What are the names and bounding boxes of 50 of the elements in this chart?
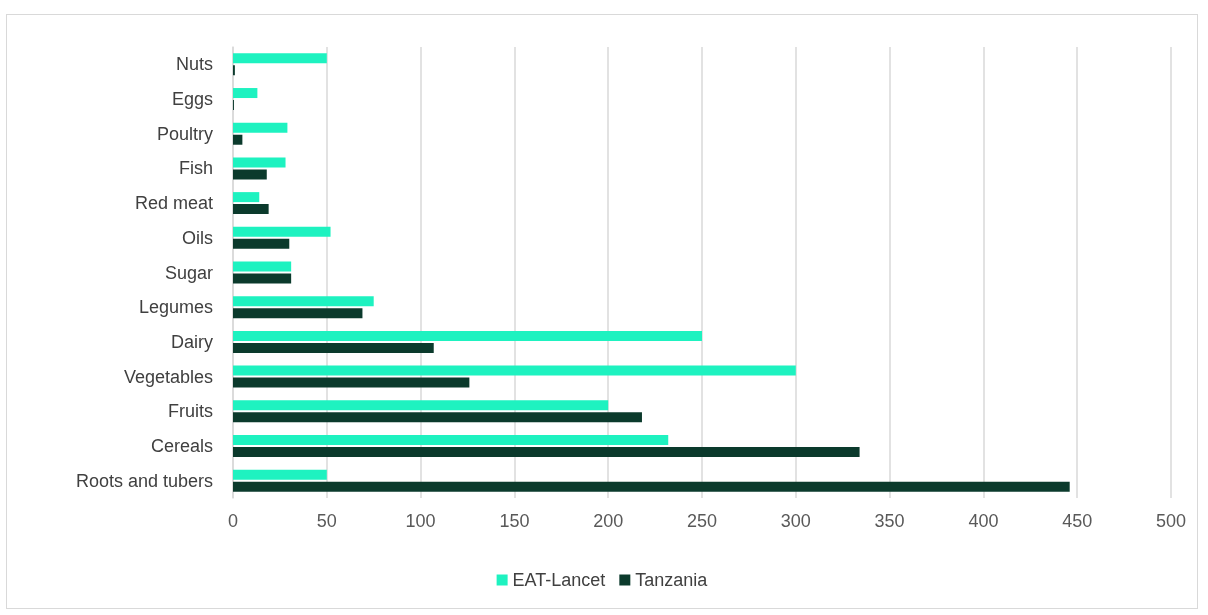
- y-tick-label: Eggs: [171, 89, 213, 110]
- y-tick-label: Legumes: [138, 297, 213, 318]
- bar: [233, 400, 609, 411]
- y-tick-label: Nuts: [175, 54, 213, 75]
- bar: [233, 365, 796, 376]
- bar: [233, 261, 292, 272]
- bar: [233, 53, 327, 64]
- bar: [233, 204, 269, 215]
- y-tick-label: Oils: [182, 227, 213, 248]
- legend-label: EAT-Lancet: [512, 570, 606, 590]
- bar: [233, 446, 860, 457]
- x-tick-label: 250: [686, 511, 718, 531]
- bar: [233, 226, 331, 237]
- x-tick-label: 350: [874, 511, 905, 531]
- bar: [233, 342, 434, 353]
- x-tick-label: 300: [780, 511, 811, 531]
- x-tick-label: 400: [968, 511, 999, 531]
- y-tick-label: Poultry: [156, 123, 213, 144]
- x-tick-label: 150: [499, 511, 530, 531]
- y-tick-label: Cereals: [150, 435, 213, 456]
- bar: [233, 169, 267, 180]
- bar: [233, 330, 702, 341]
- bar: [233, 88, 258, 99]
- x-tick-label: 50: [316, 511, 337, 531]
- x-tick-label: 100: [405, 511, 436, 531]
- bar: [233, 481, 1070, 492]
- legend-label: Tanzania: [635, 570, 709, 590]
- x-tick-label: 450: [1062, 511, 1093, 531]
- bar: [233, 273, 292, 284]
- bar: [233, 157, 286, 168]
- x-tick-label: 200: [593, 511, 624, 531]
- bar: [233, 296, 374, 307]
- bar: [233, 469, 327, 480]
- bar: [233, 377, 470, 388]
- bar: [233, 238, 290, 249]
- x-tick-label: 500: [1155, 511, 1187, 531]
- y-tick-label: Roots and tubers: [75, 470, 213, 491]
- y-tick-label: Fish: [178, 158, 213, 179]
- x-tick-label: 0: [227, 511, 239, 531]
- bar: [233, 412, 642, 423]
- bar: [233, 192, 260, 203]
- bar: [233, 122, 288, 133]
- bar: [233, 308, 363, 319]
- y-tick-label: Sugar: [164, 262, 213, 283]
- y-tick-label: Fruits: [168, 401, 213, 422]
- bar: [233, 434, 669, 445]
- y-tick-label: Vegetables: [123, 366, 213, 387]
- bar: [233, 134, 243, 145]
- y-tick-label: Dairy: [170, 331, 213, 352]
- y-tick-label: Red meat: [134, 193, 213, 214]
